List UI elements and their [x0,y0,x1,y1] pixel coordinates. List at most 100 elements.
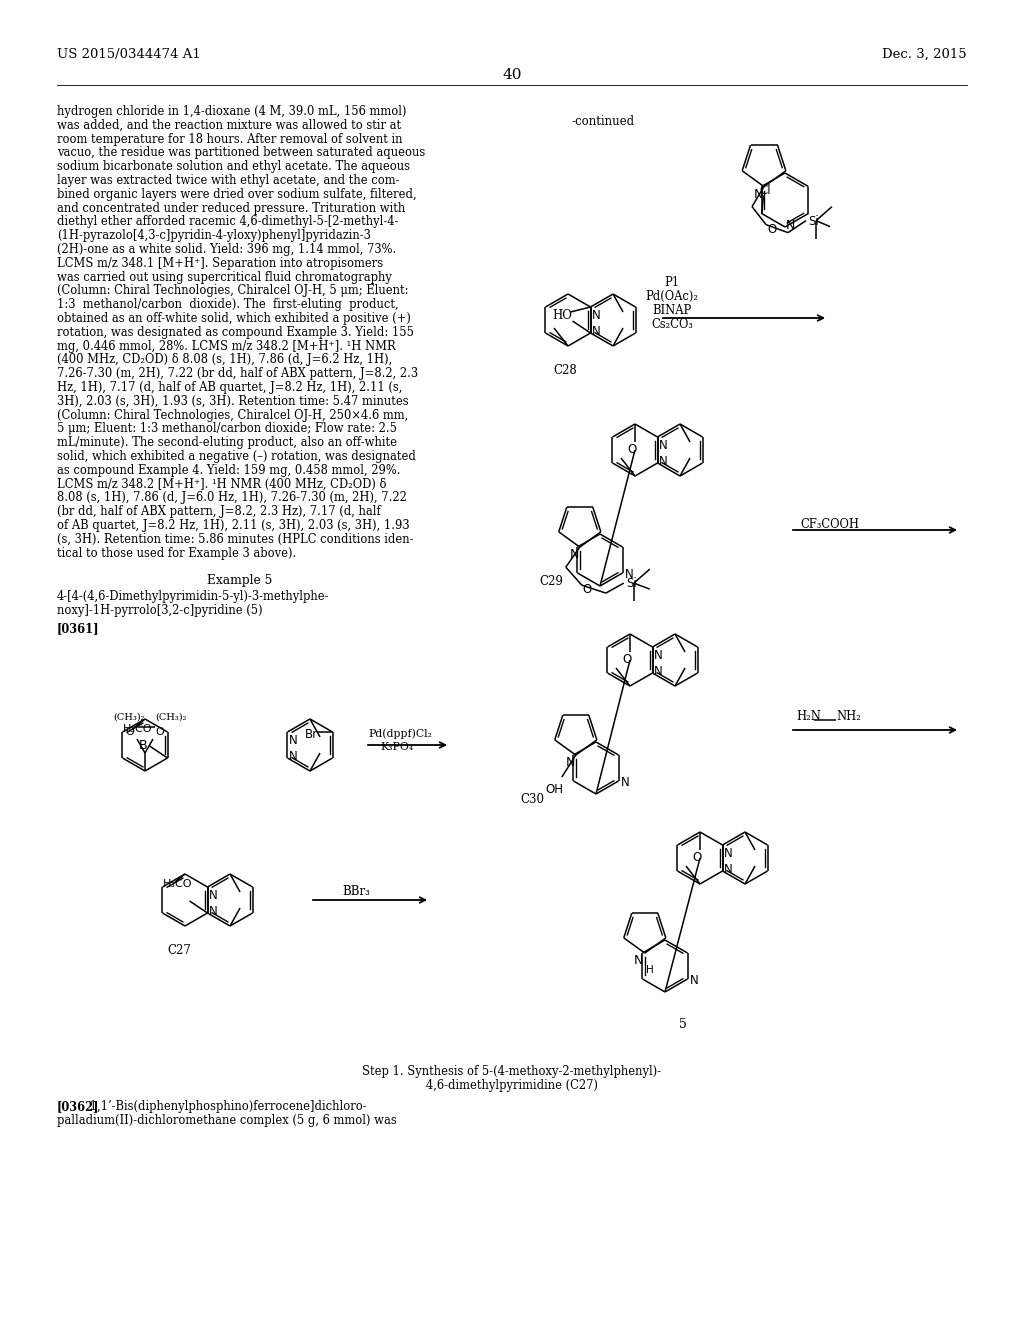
Text: vacuo, the residue was partitioned between saturated aqueous: vacuo, the residue was partitioned betwe… [57,147,425,160]
Text: -continued: -continued [572,115,635,128]
Text: US 2015/0344474 A1: US 2015/0344474 A1 [57,48,201,61]
Text: N: N [653,649,663,663]
Text: N: N [658,440,668,451]
Text: 5: 5 [679,1018,687,1031]
Text: C29: C29 [540,576,563,587]
Text: Step 1. Synthesis of 5-(4-methoxy-2-methylphenyl)-: Step 1. Synthesis of 5-(4-methoxy-2-meth… [362,1065,662,1078]
Text: N: N [724,847,732,861]
Text: BBr₃: BBr₃ [342,884,370,898]
Text: sodium bicarbonate solution and ethyl acetate. The aqueous: sodium bicarbonate solution and ethyl ac… [57,160,410,173]
Text: hydrogen chloride in 1,4-dioxane (4 M, 39.0 mL, 156 mmol): hydrogen chloride in 1,4-dioxane (4 M, 3… [57,106,407,117]
Text: 7.26-7.30 (m, 2H), 7.22 (br dd, half of ABX pattern, J=8.2, 2.3: 7.26-7.30 (m, 2H), 7.22 (br dd, half of … [57,367,418,380]
Text: (CH₃)₂: (CH₃)₂ [113,713,144,722]
Text: solid, which exhibited a negative (–) rotation, was designated: solid, which exhibited a negative (–) ro… [57,450,416,463]
Text: H₃CO: H₃CO [123,723,153,734]
Text: (Column: Chiral Technologies, Chiralcel OJ-H, 250×4.6 mm,: (Column: Chiral Technologies, Chiralcel … [57,409,409,421]
Text: Si: Si [808,215,819,227]
Text: N: N [625,568,633,581]
Text: [0361]: [0361] [57,623,99,635]
Text: O: O [767,223,776,236]
Text: N: N [209,888,217,902]
Text: was carried out using supercritical fluid chromatography: was carried out using supercritical flui… [57,271,392,284]
Text: N: N [621,776,630,789]
Text: 4-[4-(4,6-Dimethylpyrimidin-5-yl)-3-methylphe-: 4-[4-(4,6-Dimethylpyrimidin-5-yl)-3-meth… [57,590,330,603]
Text: tical to those used for Example 3 above).: tical to those used for Example 3 above)… [57,546,296,560]
Text: 1,1’-Bis(diphenylphosphino)ferrocene]dichloro-: 1,1’-Bis(diphenylphosphino)ferrocene]dic… [57,1100,367,1113]
Text: was added, and the reaction mixture was allowed to stir at: was added, and the reaction mixture was … [57,119,401,132]
Text: N: N [592,325,600,338]
Text: H₃CO: H₃CO [163,879,193,888]
Text: K₃PO₄: K₃PO₄ [380,742,413,752]
Text: N: N [689,974,698,987]
Text: Pd(OAc)₂: Pd(OAc)₂ [645,290,698,304]
Text: obtained as an off-white solid, which exhibited a positive (+): obtained as an off-white solid, which ex… [57,312,411,325]
Text: O: O [125,727,134,737]
Text: H₂N: H₂N [796,710,821,723]
Text: 8.08 (s, 1H), 7.86 (d, J=6.0 Hz, 1H), 7.26-7.30 (m, 2H), 7.22: 8.08 (s, 1H), 7.86 (d, J=6.0 Hz, 1H), 7.… [57,491,407,504]
Text: Cs₂CO₃: Cs₂CO₃ [651,318,693,331]
Text: C30: C30 [521,793,545,807]
Text: Hz, 1H), 7.17 (d, half of AB quartet, J=8.2 Hz, 1H), 2.11 (s,: Hz, 1H), 7.17 (d, half of AB quartet, J=… [57,381,402,393]
Text: 1:3  methanol/carbon  dioxide). The  first-eluting  product,: 1:3 methanol/carbon dioxide). The first-… [57,298,398,312]
Text: (Column: Chiral Technologies, Chiralcel OJ-H, 5 μm; Eluent:: (Column: Chiral Technologies, Chiralcel … [57,284,409,297]
Text: P1: P1 [665,276,680,289]
Text: 4,6-dimethylpyrimidine (C27): 4,6-dimethylpyrimidine (C27) [426,1078,598,1092]
Text: N: N [209,906,217,917]
Text: layer was extracted twice with ethyl acetate, and the com-: layer was extracted twice with ethyl ace… [57,174,399,187]
Text: (br dd, half of ABX pattern, J=8.2, 2.3 Hz), 7.17 (d, half: (br dd, half of ABX pattern, J=8.2, 2.3 … [57,506,381,519]
Text: B: B [139,739,147,752]
Text: N: N [569,548,580,561]
Text: C27: C27 [167,944,190,957]
Text: OH: OH [546,783,564,796]
Text: O: O [155,727,164,737]
Text: (s, 3H). Retention time: 5.86 minutes (HPLC conditions iden-: (s, 3H). Retention time: 5.86 minutes (H… [57,533,414,545]
Text: N: N [786,219,796,232]
Text: O: O [583,583,592,597]
Text: LCMS m/z 348.2 [M+H⁺]. ¹H NMR (400 MHz, CD₂OD) δ: LCMS m/z 348.2 [M+H⁺]. ¹H NMR (400 MHz, … [57,478,386,491]
Text: (2H)-one as a white solid. Yield: 396 mg, 1.14 mmol, 73%.: (2H)-one as a white solid. Yield: 396 mg… [57,243,396,256]
Text: mL/minute). The second-eluting product, also an off-white: mL/minute). The second-eluting product, … [57,436,397,449]
Text: LCMS m/z 348.1 [M+H⁺]. Separation into atropisomers: LCMS m/z 348.1 [M+H⁺]. Separation into a… [57,257,383,269]
Text: Example 5: Example 5 [207,574,272,587]
Text: O: O [627,444,636,455]
Text: (1H-pyrazolo[4,3-c]pyridin-4-yloxy)phenyl]pyridazin-3: (1H-pyrazolo[4,3-c]pyridin-4-yloxy)pheny… [57,230,371,242]
Text: C28: C28 [553,364,577,378]
Text: rotation, was designated as compound Example 3. Yield: 155: rotation, was designated as compound Exa… [57,326,414,339]
Text: [0362]: [0362] [57,1100,99,1113]
Text: N: N [566,756,575,770]
Text: room temperature for 18 hours. After removal of solvent in: room temperature for 18 hours. After rem… [57,132,402,145]
Text: HO: HO [553,309,572,322]
Text: N: N [634,954,643,968]
Text: Dec. 3, 2015: Dec. 3, 2015 [883,48,967,61]
Text: CF₃COOH: CF₃COOH [800,517,859,531]
Text: N: N [724,863,732,876]
Text: (CH₃)₂: (CH₃)₂ [155,713,186,722]
Text: Cl: Cl [760,183,771,197]
Text: N: N [289,750,297,763]
Text: 5 μm; Eluent: 1:3 methanol/carbon dioxide; Flow rate: 2.5: 5 μm; Eluent: 1:3 methanol/carbon dioxid… [57,422,397,436]
Text: palladium(II)-dichloromethane complex (5 g, 6 mmol) was: palladium(II)-dichloromethane complex (5… [57,1114,396,1127]
Text: as compound Example 4. Yield: 159 mg, 0.458 mmol, 29%.: as compound Example 4. Yield: 159 mg, 0.… [57,463,400,477]
Text: O: O [692,851,701,865]
Text: diethyl ether afforded racemic 4,6-dimethyl-5-[2-methyl-4-: diethyl ether afforded racemic 4,6-dimet… [57,215,398,228]
Text: of AB quartet, J=8.2 Hz, 1H), 2.11 (s, 3H), 2.03 (s, 3H), 1.93: of AB quartet, J=8.2 Hz, 1H), 2.11 (s, 3… [57,519,410,532]
Text: Si: Si [626,577,637,590]
Text: Br: Br [304,729,317,741]
Text: NH₂: NH₂ [836,710,861,723]
Text: O: O [622,653,631,667]
Text: Pd(dppf)Cl₂: Pd(dppf)Cl₂ [368,729,432,739]
Text: N: N [658,455,668,469]
Text: 3H), 2.03 (s, 3H), 1.93 (s, 3H). Retention time: 5.47 minutes: 3H), 2.03 (s, 3H), 1.93 (s, 3H). Retenti… [57,395,409,408]
Text: noxy]-1H-pyrrolo[3,2-c]pyridine (5): noxy]-1H-pyrrolo[3,2-c]pyridine (5) [57,605,262,618]
Text: N: N [653,665,663,678]
Text: N: N [592,309,600,322]
Text: (400 MHz, CD₂OD) δ 8.08 (s, 1H), 7.86 (d, J=6.2 Hz, 1H),: (400 MHz, CD₂OD) δ 8.08 (s, 1H), 7.86 (d… [57,354,392,367]
Text: 40: 40 [502,69,522,82]
Text: mg, 0.446 mmol, 28%. LCMS m/z 348.2 [M+H⁺]. ¹H NMR: mg, 0.446 mmol, 28%. LCMS m/z 348.2 [M+H… [57,339,395,352]
Text: and concentrated under reduced pressure. Trituration with: and concentrated under reduced pressure.… [57,202,406,215]
Text: H: H [646,965,653,975]
Text: BINAP: BINAP [652,304,691,317]
Text: N: N [289,734,297,747]
Text: bined organic layers were dried over sodium sulfate, filtered,: bined organic layers were dried over sod… [57,187,417,201]
Text: N: N [754,187,764,201]
